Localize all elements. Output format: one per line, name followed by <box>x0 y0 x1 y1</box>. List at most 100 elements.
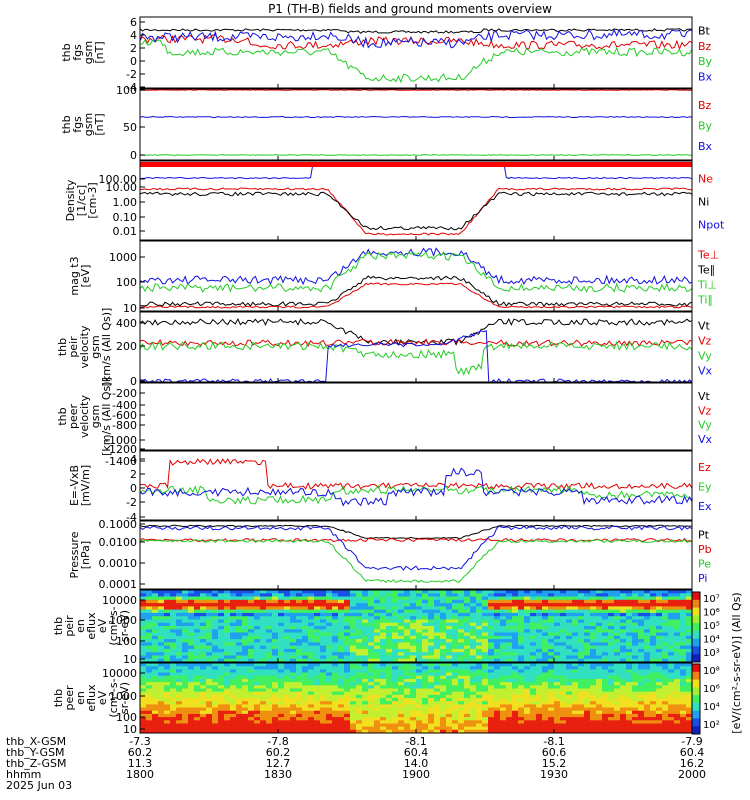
colorbar-tick: 10⁸ <box>703 666 720 677</box>
y-tick-label: 0 <box>130 149 137 162</box>
y-tick-label: 100 <box>116 276 137 289</box>
y-tick-label: 10 <box>123 723 137 736</box>
y-axis-label: peer <box>67 404 80 430</box>
y-axis-label: gsm <box>89 335 102 358</box>
colorbar-tick: 10⁵ <box>703 621 720 632</box>
y-axis-label: [cm-3] <box>86 182 99 218</box>
colorbar-lower: 10⁸ 10⁶ 10⁴ 10² <box>691 663 720 735</box>
series-Bx <box>139 28 693 49</box>
x-col-x: -8.1 <box>405 735 426 748</box>
y-tick-label: 1000 <box>109 251 137 264</box>
legend-Ez: Ez <box>698 461 711 474</box>
y-tick-label: 4 <box>130 453 137 466</box>
y-axis-label: (cm²-s- <box>107 606 120 645</box>
series-Vy <box>139 340 693 376</box>
y-tick-label: 0.01 <box>113 225 138 238</box>
y-tick-label: 100 <box>116 84 137 97</box>
y-tick-label: 1000 <box>109 614 137 627</box>
x-col-x: -7.9 <box>681 735 702 748</box>
legend-Bz: Bz <box>698 40 712 53</box>
y-tick-label: 100 <box>116 635 137 648</box>
y-axis-label: gsm <box>82 41 95 64</box>
y-tick-label: -400 <box>112 399 137 412</box>
y-axis-label: peir <box>63 615 76 637</box>
legend-Vt: Vt <box>698 320 711 333</box>
panel-3: 100.0010.00 1.00 0.100.01 Density[1/cc][cm-… <box>64 160 725 241</box>
x-row-label: thb_Z-GSM <box>6 757 66 770</box>
y-axis-label: [km/s (All Qs)] <box>100 377 113 456</box>
y-tick-label: 400 <box>116 317 137 330</box>
y-tick-label: -600 <box>112 409 137 422</box>
spectrogram <box>140 590 693 663</box>
panel-4: 1000 100 10 mag t3[eV] Te⊥ Te∥ Ti⊥ Ti∥ <box>68 240 719 315</box>
y-axis-label: [1/cc] <box>75 185 88 216</box>
y-axis-label: thb <box>60 115 73 133</box>
x-col-z: 14.0 <box>404 757 429 770</box>
x-row-label: thb_Y-GSM <box>6 746 65 759</box>
legend-Ti∥: Ti∥ <box>697 294 713 307</box>
y-axis-label: fgs <box>71 44 84 61</box>
legend-Bz: Bz <box>698 99 712 112</box>
y-tick-label: 2 <box>130 42 137 55</box>
series-Bx <box>139 115 693 119</box>
y-tick-label: 10.00 <box>106 181 138 194</box>
colorbar-frame <box>691 591 701 663</box>
y-tick-label: 1.00 <box>113 196 138 209</box>
colorbar-tick: 10⁴ <box>703 702 720 713</box>
y-axis-label: peir <box>67 336 80 358</box>
y-tick-label: 0 <box>130 482 137 495</box>
x-col-y: 60.4 <box>404 746 429 759</box>
y-tick-label: -200 <box>112 387 137 400</box>
x-col-hhmm: 2000 <box>678 768 706 781</box>
legend-Vy: Vy <box>698 350 712 363</box>
y-tick-label: -1000 <box>105 434 137 447</box>
series-Vx <box>139 329 693 384</box>
y-tick-label: 10000 <box>102 667 137 680</box>
x-col-z: 16.2 <box>680 757 705 770</box>
legend-Te⊥: Te⊥ <box>697 249 719 262</box>
y-tick-label: -800 <box>112 419 137 432</box>
x-col-hhmm: 1830 <box>264 768 292 781</box>
legend-Pb: Pb <box>698 543 712 556</box>
legend-Vt: Vt <box>698 390 711 403</box>
colorbar-tick: 10² <box>703 720 720 731</box>
colorbars: 10⁷ 10⁶ 10⁵ 10⁴ 10³ 10⁸ 10⁶ 10⁴ 10² [eV/(cm²-s-sr… <box>691 591 743 735</box>
legend-Npot: Npot <box>698 219 725 232</box>
y-tick-label: 4 <box>130 29 137 42</box>
y-axis-label: peer <box>63 685 76 711</box>
y-tick-label: 6 <box>130 16 137 29</box>
y-tick-label: 1000 <box>109 690 137 703</box>
series-Ti∥ <box>139 282 693 309</box>
y-tick-label: 10 <box>123 653 137 666</box>
legend-Ni: Ni <box>698 196 709 209</box>
legend-Vz: Vz <box>698 335 712 348</box>
y-tick-label: -1400 <box>105 455 137 468</box>
legend-Bt: Bt <box>698 25 711 38</box>
colorbar-tick: 10⁴ <box>703 635 720 646</box>
y-tick-label: -1200 <box>105 443 137 456</box>
panel-frame <box>139 382 693 451</box>
x-col-x: -8.1 <box>543 735 564 748</box>
y-tick-label: 10000 <box>102 594 137 607</box>
legend-Vx: Vx <box>698 365 713 378</box>
series-Ez <box>140 458 693 491</box>
legend-Ex: Ex <box>698 500 712 513</box>
y-axis-label: mag t3 <box>68 256 81 295</box>
series-Bz <box>139 89 693 91</box>
y-tick-label: -4 <box>126 81 137 94</box>
x-col-hhmm: 1930 <box>540 768 568 781</box>
colorbar-tick: 10⁶ <box>703 608 720 619</box>
panels: 6420-2-4thbfgsgsm[nT]BtBzByBx100500thbfg… <box>52 16 725 736</box>
y-tick-label: 0.0100 <box>99 536 138 549</box>
spectrogram <box>140 663 693 734</box>
y-tick-label: 50 <box>123 121 137 134</box>
series-Te⊥ <box>139 247 693 286</box>
y-tick-label: 2 <box>130 468 137 481</box>
x-col-hhmm: 1900 <box>402 768 430 781</box>
series-Pi <box>139 525 693 571</box>
colorbar-tick: 10⁶ <box>703 684 720 695</box>
panel-frame <box>139 520 693 590</box>
